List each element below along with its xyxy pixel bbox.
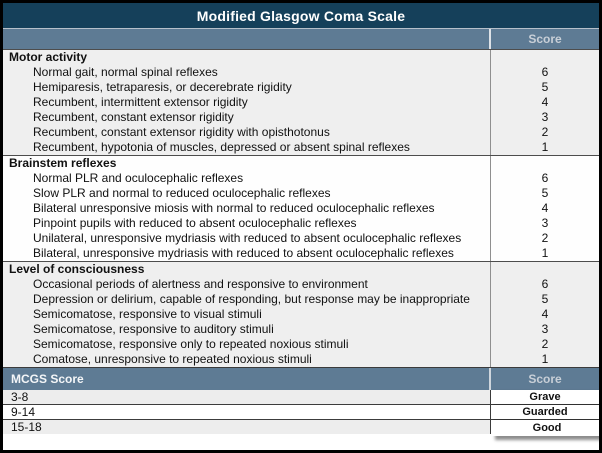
item-score: 3 (490, 216, 599, 231)
item-score: 1 (490, 140, 599, 155)
section-header-row: Level of consciousness (3, 262, 599, 277)
summary-range-label: 9-14 (11, 405, 36, 419)
scale-item-row: Recumbent, constant extensor rigidity 3 (3, 110, 599, 125)
mcgs-header-label: MCGS Score (11, 372, 84, 386)
item-score: 6 (490, 277, 599, 292)
mcgs-header-row: MCGS Score Score (3, 367, 599, 390)
scale-item-row: Recumbent, intermittent extensor rigidit… (3, 95, 599, 110)
table-title: Modified Glasgow Coma Scale (3, 3, 599, 29)
summary-row: 15-18 Good (3, 419, 599, 436)
summary-rating-cell: Grave (490, 390, 599, 404)
section-title: Brainstem reflexes (9, 156, 117, 170)
item-label: Semicomatose, responsive to auditory sti… (33, 322, 274, 336)
scale-item-row: Semicomatose, responsive only to repeate… (3, 337, 599, 352)
item-label: Semicomatose, responsive to visual stimu… (33, 307, 262, 321)
item-score: 1 (490, 352, 599, 367)
item-score: 6 (490, 171, 599, 186)
item-label: Comatose, unresponsive to repeated noxio… (33, 352, 312, 366)
item-label: Depression or delirium, capable of respo… (33, 292, 470, 306)
scale-item-row: Recumbent, constant extensor rigidity wi… (3, 125, 599, 140)
item-label: Bilateral unresponsive miosis with norma… (33, 201, 435, 215)
summary-rating-box: Good (491, 420, 599, 436)
item-label: Occasional periods of alertness and resp… (33, 277, 368, 291)
scale-item-row: Occasional periods of alertness and resp… (3, 277, 599, 292)
scale-item-row: Pinpoint pupils with reduced to absent o… (3, 216, 599, 231)
item-score: 4 (490, 95, 599, 110)
section-title: Level of consciousness (9, 262, 145, 276)
item-score: 6 (490, 65, 599, 80)
section-header-row: Brainstem reflexes (3, 156, 599, 171)
section-1: Motor activity Normal gait, normal spinal… (3, 49, 599, 155)
section-header-score-cell (490, 156, 599, 171)
scale-item-row: Unilateral, unresponsive mydriasis with … (3, 231, 599, 246)
summary-range-label: 15-18 (11, 420, 42, 434)
section-2: Brainstem reflexes Normal PLR and oculoce… (3, 155, 599, 261)
sections: Motor activity Normal gait, normal spinal… (3, 49, 599, 367)
item-label: Unilateral, unresponsive mydriasis with … (33, 231, 462, 245)
section-title: Motor activity (9, 50, 88, 64)
item-score: 5 (490, 80, 599, 95)
item-score: 3 (490, 110, 599, 125)
scale-item-row: Recumbent, hypotonia of muscles, depress… (3, 140, 599, 155)
scale-item-row: Normal PLR and oculocephalic reflexes 6 (3, 171, 599, 186)
summary-rating-cell: Good (490, 420, 599, 436)
summary-rating-box: Grave (491, 390, 599, 404)
item-label: Recumbent, intermittent extensor rigidit… (33, 95, 248, 109)
mcgs-score-column-header: Score (489, 368, 599, 390)
column-header-row: Score (3, 29, 599, 49)
item-label: Recumbent, constant extensor rigidity (33, 110, 234, 124)
summary-row: 9-14 Guarded (3, 404, 599, 419)
item-label: Pinpoint pupils with reduced to absent o… (33, 216, 357, 230)
section-header-score-cell (490, 262, 599, 277)
item-score: 5 (490, 186, 599, 201)
score-column-header: Score (489, 29, 599, 49)
section-3: Level of consciousness Occasional periods… (3, 261, 599, 367)
scale-item-row: Semicomatose, responsive to visual stimu… (3, 307, 599, 322)
scale-item-row: Bilateral, unresponsive mydriasis with r… (3, 246, 599, 261)
item-score: 2 (490, 125, 599, 140)
item-score: 2 (490, 337, 599, 352)
scale-item-row: Semicomatose, responsive to auditory sti… (3, 322, 599, 337)
scale-item-row: Hemiparesis, tetraparesis, or decerebrat… (3, 80, 599, 95)
scale-item-row: Depression or delirium, capable of respo… (3, 292, 599, 307)
item-label: Recumbent, hypotonia of muscles, depress… (33, 140, 410, 154)
section-header-score-cell (490, 50, 599, 65)
item-score: 1 (490, 246, 599, 261)
item-label: Normal gait, normal spinal reflexes (33, 65, 218, 79)
item-score: 3 (490, 322, 599, 337)
item-label: Normal PLR and oculocephalic reflexes (33, 171, 244, 185)
summary-rating-cell: Guarded (490, 405, 599, 419)
summary-rating-box: Guarded (491, 405, 599, 419)
item-label: Hemiparesis, tetraparesis, or decerebrat… (33, 80, 292, 94)
scale-item-row: Slow PLR and normal to reduced oculoceph… (3, 186, 599, 201)
item-label: Bilateral, unresponsive mydriasis with r… (33, 246, 454, 260)
scale-item-row: Bilateral unresponsive miosis with norma… (3, 201, 599, 216)
item-score: 2 (490, 231, 599, 246)
item-label: Slow PLR and normal to reduced oculoceph… (33, 186, 331, 200)
item-score: 5 (490, 292, 599, 307)
column-header-spacer (3, 29, 489, 49)
summary-row: 3-8 Grave (3, 390, 599, 404)
scale-item-row: Normal gait, normal spinal reflexes 6 (3, 65, 599, 80)
summary-rows: 3-8 Grave 9-14 Guarded 15-18 Good (3, 390, 599, 436)
item-label: Semicomatose, responsive only to repeate… (33, 337, 349, 351)
item-score: 4 (490, 201, 599, 216)
scale-item-row: Comatose, unresponsive to repeated noxio… (3, 352, 599, 367)
item-score: 4 (490, 307, 599, 322)
section-header-row: Motor activity (3, 50, 599, 65)
summary-range-label: 3-8 (11, 390, 29, 404)
item-label: Recumbent, constant extensor rigidity wi… (33, 125, 330, 139)
